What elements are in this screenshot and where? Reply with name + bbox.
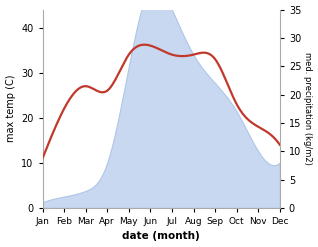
Y-axis label: max temp (C): max temp (C) [5, 75, 16, 143]
Y-axis label: med. precipitation (kg/m2): med. precipitation (kg/m2) [303, 52, 313, 165]
X-axis label: date (month): date (month) [122, 231, 200, 242]
